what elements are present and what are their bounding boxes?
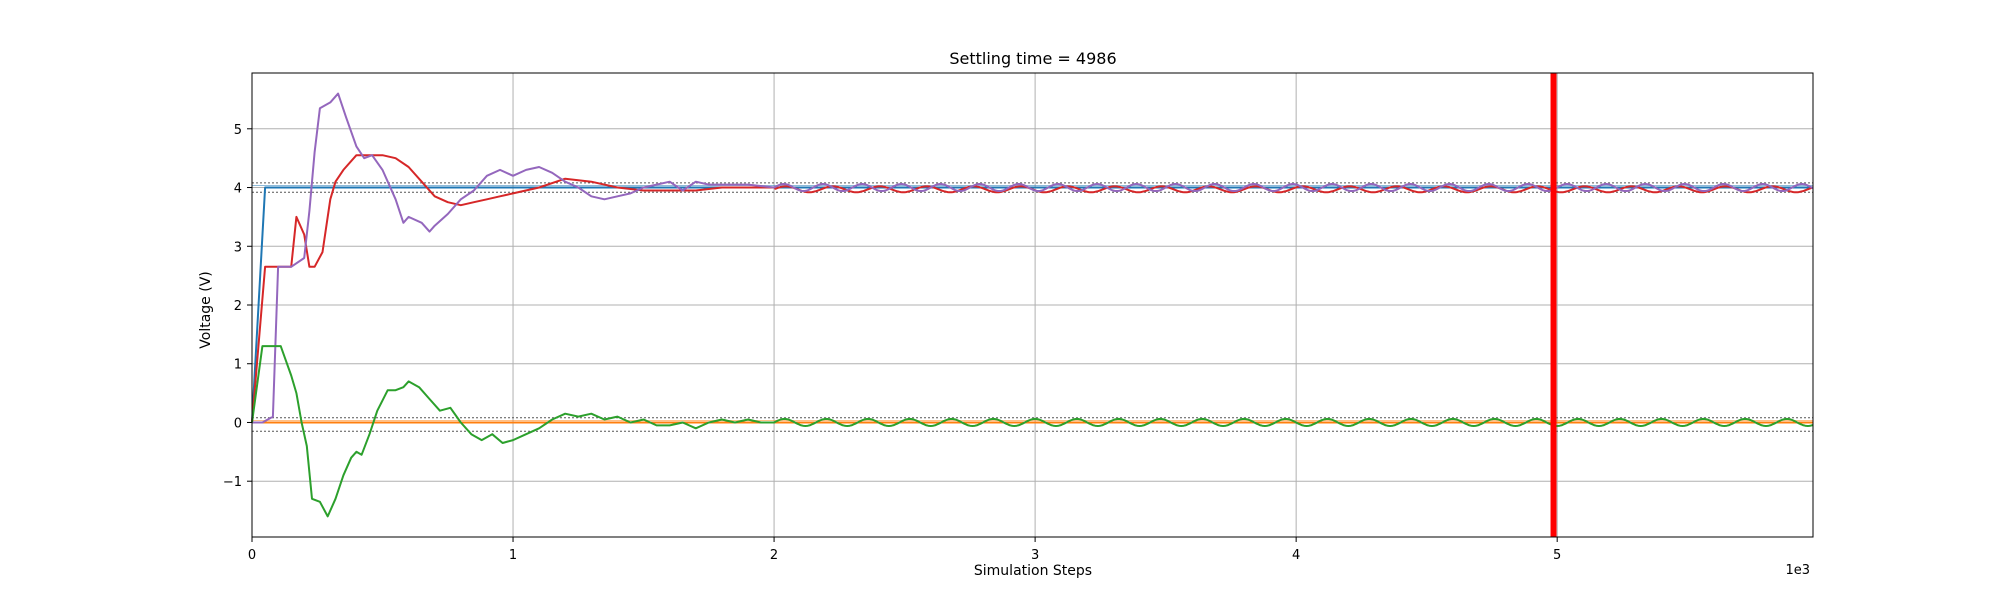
x-tick-label: 2 [770,548,778,563]
y-tick-label: 4 [234,182,242,197]
series-line-0 [251,186,1813,423]
x-tick-label: 4 [1292,548,1300,563]
y-tick-label: 0 [234,416,242,431]
x-tick-label: 0 [248,548,256,563]
y-axis-ticks: −1 0 1 2 3 4 5 [223,123,252,490]
y-tick-label: 2 [234,299,242,314]
y-axis-label: Voltage (V) [198,271,214,348]
y-tick-label: 5 [234,123,242,138]
series-group [251,92,1814,518]
x-tick-label: 5 [1553,548,1561,563]
y-tick-label: 1 [234,358,242,373]
x-tick-label: 1 [509,548,517,563]
series-line-3 [252,92,1814,424]
y-tick-label: 3 [234,240,242,255]
chart-title: Settling time = 4986 [949,49,1116,68]
y-tick-label: −1 [223,475,242,490]
x-tick-label: 3 [1031,548,1039,563]
series-line-4 [251,345,1814,518]
x-axis-ticks: 0 1 2 3 4 5 [248,537,1561,563]
x-axis-label: Simulation Steps [974,563,1092,579]
x-axis-offset-label: 1e3 [1785,563,1810,578]
